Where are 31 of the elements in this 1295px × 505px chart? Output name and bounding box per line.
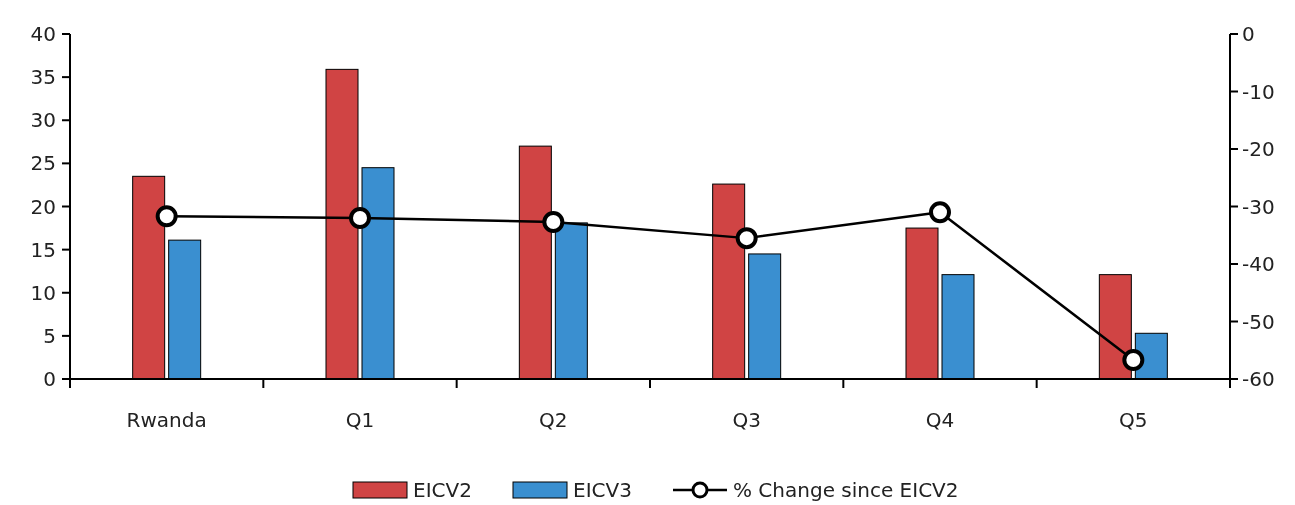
y-tick-label: 20 <box>30 194 56 219</box>
point <box>929 201 951 224</box>
point <box>1122 349 1145 372</box>
y2-tick-label: -60 <box>1242 367 1275 391</box>
y-tick-label: 40 <box>30 22 56 46</box>
x-tick-label: Q3 <box>732 408 761 432</box>
point <box>542 211 565 234</box>
x-tick-label: Q4 <box>925 408 955 432</box>
y-tick-label: 15 <box>30 237 56 262</box>
point <box>349 207 371 229</box>
y2-tick-label: -30 <box>1242 194 1275 219</box>
x-tick-label: Q2 <box>539 408 568 432</box>
y-tick-label: 10 <box>30 280 56 305</box>
point <box>155 205 178 228</box>
legend-label: EICV2 <box>413 478 472 502</box>
y2-tick-label: -10 <box>1242 79 1275 104</box>
y2-tick-label: -40 <box>1242 252 1275 276</box>
y2-tick-label: -50 <box>1242 309 1275 334</box>
point <box>735 227 758 250</box>
legend-label: % Change since EICV2 <box>733 478 959 502</box>
x-tick-label: Q5 <box>1119 408 1148 432</box>
y-tick-label: 25 <box>30 151 56 176</box>
y2-tick-label: 0 <box>1242 22 1255 46</box>
legend-label: EICV3 <box>573 478 632 502</box>
y-tick-label: 35 <box>30 65 56 90</box>
y-tick-label: 0 <box>43 367 56 391</box>
y-tick-label: 5 <box>43 323 56 348</box>
x-tick-label: Rwanda <box>126 408 207 432</box>
y2-tick-label: -20 <box>1242 137 1275 161</box>
x-tick-label: Q1 <box>345 408 375 432</box>
y-tick-label: 30 <box>30 108 56 133</box>
